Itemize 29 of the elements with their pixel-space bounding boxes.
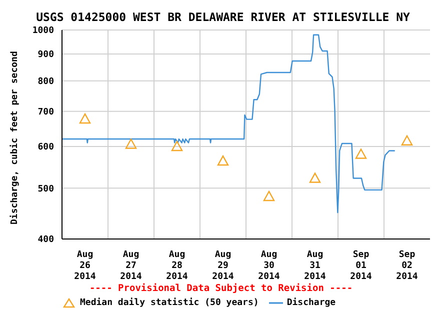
legend-label: Median daily statistic (50 years): [79, 298, 259, 308]
x-tick-label: Aug 27 2014: [120, 250, 142, 282]
y-tick-label: 600: [38, 142, 54, 153]
point: [401, 135, 413, 146]
x-tick-label: Aug 28 2014: [166, 250, 188, 282]
y-axis-title: Discharge, cubic feet per second: [9, 51, 20, 224]
y-tick-label: 800: [38, 77, 54, 88]
line-series: [62, 34, 396, 214]
point: [355, 148, 367, 159]
x-tick-label: Sep 02 2014: [396, 250, 418, 282]
chart-title: USGS 01425000 WEST BR DELAWARE RIVER AT STILESVILLE NY: [35, 9, 411, 26]
point: [217, 155, 229, 166]
x-tick-label: Aug 29 2014: [212, 250, 234, 282]
point: [171, 140, 183, 152]
x-tick-label: Sep 01 2014: [350, 250, 372, 282]
y-tick-label: 700: [38, 108, 54, 118]
y-tick-label: 400: [38, 235, 54, 246]
point: [263, 190, 275, 202]
point: [79, 113, 91, 124]
x-tick-label: Aug 26 2014: [74, 250, 96, 282]
y-tick-label: 500: [38, 184, 54, 194]
x-tick-label: Aug 30 2014: [258, 250, 280, 282]
y-tick-label: 1000: [32, 26, 54, 36]
y-tick-label: 900: [38, 50, 54, 60]
x-tick-label: Aug 31 2014: [304, 250, 326, 282]
point: [309, 172, 321, 183]
text: ---- Provisional Data Subject to Revision ----: [88, 283, 354, 294]
point: [125, 138, 137, 149]
legend-label: Discharge: [286, 298, 336, 308]
